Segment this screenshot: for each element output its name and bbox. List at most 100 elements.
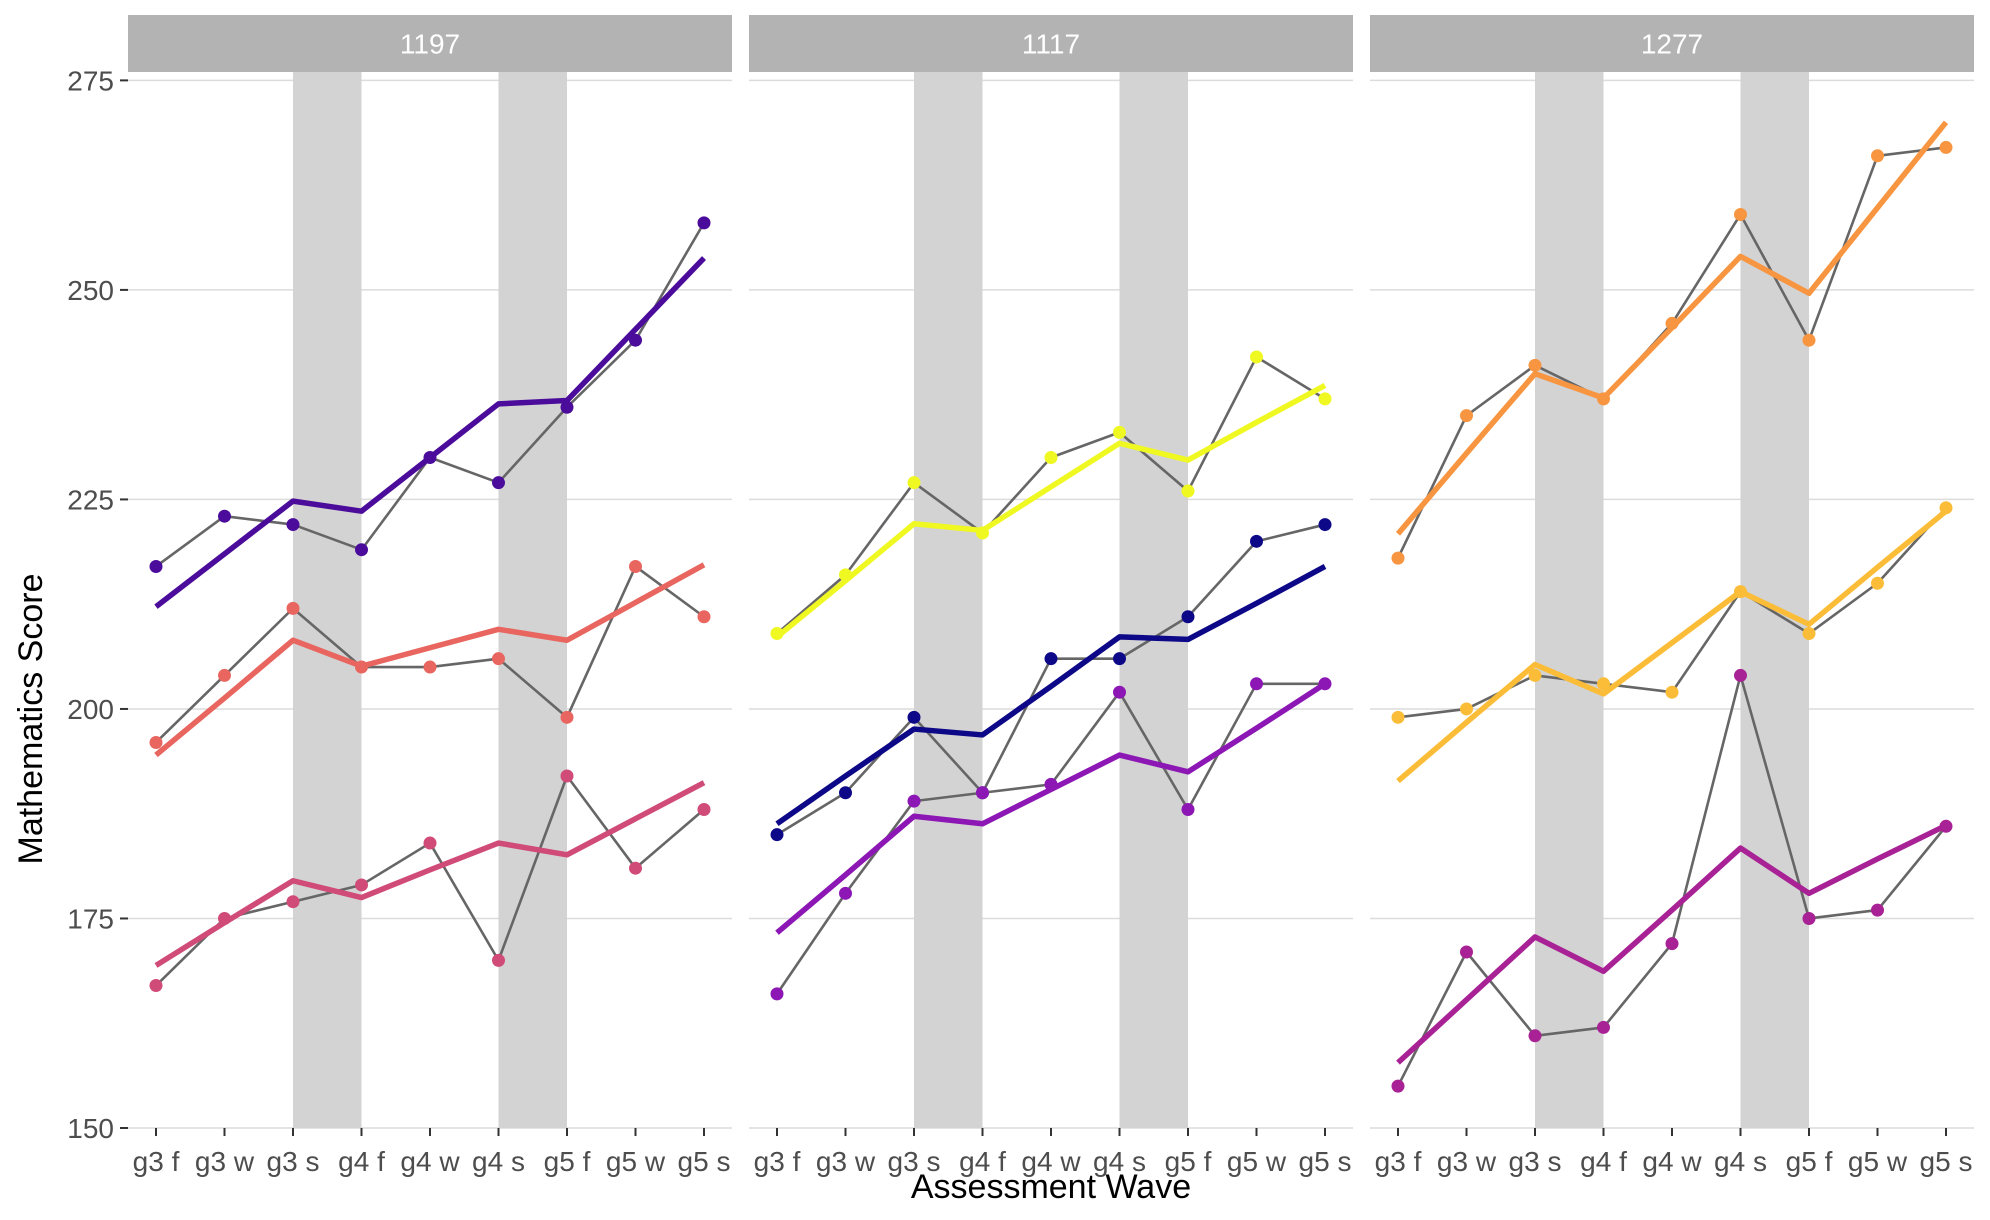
data-point xyxy=(1734,668,1747,682)
fitted-line xyxy=(1396,509,1948,784)
data-point xyxy=(976,526,989,540)
x-axis-title: Assessment Wave xyxy=(911,1168,1191,1206)
panel-1197: 1197 g3 f g3 w g3 s g4 f g4 w g4 s g5 f g5 w g5 s xyxy=(128,15,732,1177)
x-tick-label: g3 w xyxy=(1437,1146,1497,1177)
fitted-line xyxy=(775,564,1327,827)
data-point xyxy=(1113,425,1126,439)
data-point xyxy=(1528,1029,1542,1043)
shaded-interval xyxy=(1535,72,1604,1128)
shaded-interval xyxy=(1119,72,1188,1128)
data-point xyxy=(1528,668,1542,682)
data-point xyxy=(1597,1020,1610,1034)
data-point xyxy=(423,660,437,674)
fitted-line xyxy=(775,383,1327,640)
data-point xyxy=(1460,945,1473,959)
data-point xyxy=(1734,585,1747,599)
data-point xyxy=(1113,685,1126,699)
data-point xyxy=(770,987,784,1001)
x-tick-label: g5 w xyxy=(1848,1146,1908,1177)
x-tick-label: g4 w xyxy=(1021,1146,1081,1177)
data-point xyxy=(1597,392,1610,406)
shaded-interval xyxy=(1740,72,1809,1128)
x-tick-label: g3 s xyxy=(267,1146,320,1177)
facet-strip-label: 1197 xyxy=(400,29,460,60)
data-point xyxy=(907,476,921,490)
facet-strip-label: 1117 xyxy=(1022,29,1080,60)
data-point xyxy=(355,878,368,892)
x-tick-label: g3 s xyxy=(1509,1146,1562,1177)
data-point xyxy=(1181,610,1195,624)
panel-1117: 1117 g3 f g3 w g3 s g4 f g4 w g4 s g5 f g5 w g5 s xyxy=(749,15,1353,1177)
data-point xyxy=(1318,392,1332,406)
data-point xyxy=(1665,316,1679,330)
data-point xyxy=(560,400,574,414)
observed-line xyxy=(1396,146,1947,559)
x-tick-label: g4 f xyxy=(1580,1146,1627,1177)
x-tick-label: g3 f xyxy=(133,1146,180,1177)
fitted-line xyxy=(154,780,706,968)
data-point xyxy=(1044,451,1058,465)
y-tick-label: 150 xyxy=(67,1113,114,1144)
data-point xyxy=(629,861,642,875)
x-tick-label: g5 s xyxy=(678,1146,731,1177)
data-point xyxy=(1391,1079,1405,1093)
y-tick-label: 175 xyxy=(67,903,114,934)
data-point xyxy=(629,333,642,347)
data-point xyxy=(697,216,711,230)
data-point xyxy=(218,911,231,925)
observed-line xyxy=(1396,674,1948,1087)
shaded-interval xyxy=(914,72,983,1128)
data-point xyxy=(1460,702,1473,716)
x-tick-label: g4 w xyxy=(1642,1146,1702,1177)
data-point xyxy=(1250,677,1263,691)
data-point xyxy=(423,836,437,850)
data-point xyxy=(423,451,437,465)
data-point xyxy=(218,509,231,523)
fitted-line xyxy=(154,562,706,758)
data-point xyxy=(492,652,505,666)
data-point xyxy=(1181,484,1195,498)
data-point xyxy=(629,559,642,573)
data-point xyxy=(1181,803,1195,817)
observed-line xyxy=(155,565,705,744)
observed-line xyxy=(776,355,1326,635)
data-point xyxy=(1665,937,1679,951)
data-point xyxy=(1528,358,1542,372)
x-tick-label: g4 s xyxy=(1714,1146,1767,1177)
data-point xyxy=(839,568,852,582)
data-point xyxy=(355,543,368,557)
data-point xyxy=(976,786,989,800)
data-point xyxy=(1318,518,1332,532)
data-point xyxy=(218,668,231,682)
data-point xyxy=(286,518,300,532)
data-point xyxy=(1802,333,1816,347)
shaded-interval xyxy=(498,72,567,1128)
data-point xyxy=(1939,819,1953,833)
observed-line xyxy=(155,222,706,568)
data-point xyxy=(697,803,711,817)
data-point xyxy=(770,627,784,641)
data-point xyxy=(1871,903,1884,917)
panel-1277: 1277 g3 f g3 w g3 s g4 f g4 w g4 s g5 f g5 w g5 s xyxy=(1370,15,1974,1177)
data-point xyxy=(286,895,300,909)
data-point xyxy=(1044,652,1058,666)
x-tick-label: g5 w xyxy=(606,1146,666,1177)
data-point xyxy=(907,794,921,808)
data-point xyxy=(1460,409,1473,423)
x-tick-label: g4 s xyxy=(472,1146,525,1177)
x-tick-label: g4 s xyxy=(1093,1146,1146,1177)
data-point xyxy=(355,660,368,674)
data-point xyxy=(286,601,300,615)
facet-strip-label: 1277 xyxy=(1641,29,1703,60)
data-point xyxy=(1250,350,1263,364)
data-point xyxy=(149,979,163,993)
y-tick-label: 200 xyxy=(67,694,114,725)
x-tick-label: g4 f xyxy=(338,1146,385,1177)
observed-line xyxy=(155,774,705,987)
data-point xyxy=(1391,710,1405,724)
y-tick-label: 275 xyxy=(67,65,114,96)
data-point xyxy=(1939,140,1953,154)
data-point xyxy=(907,710,921,724)
observed-line xyxy=(775,682,1325,995)
data-point xyxy=(1318,677,1332,691)
